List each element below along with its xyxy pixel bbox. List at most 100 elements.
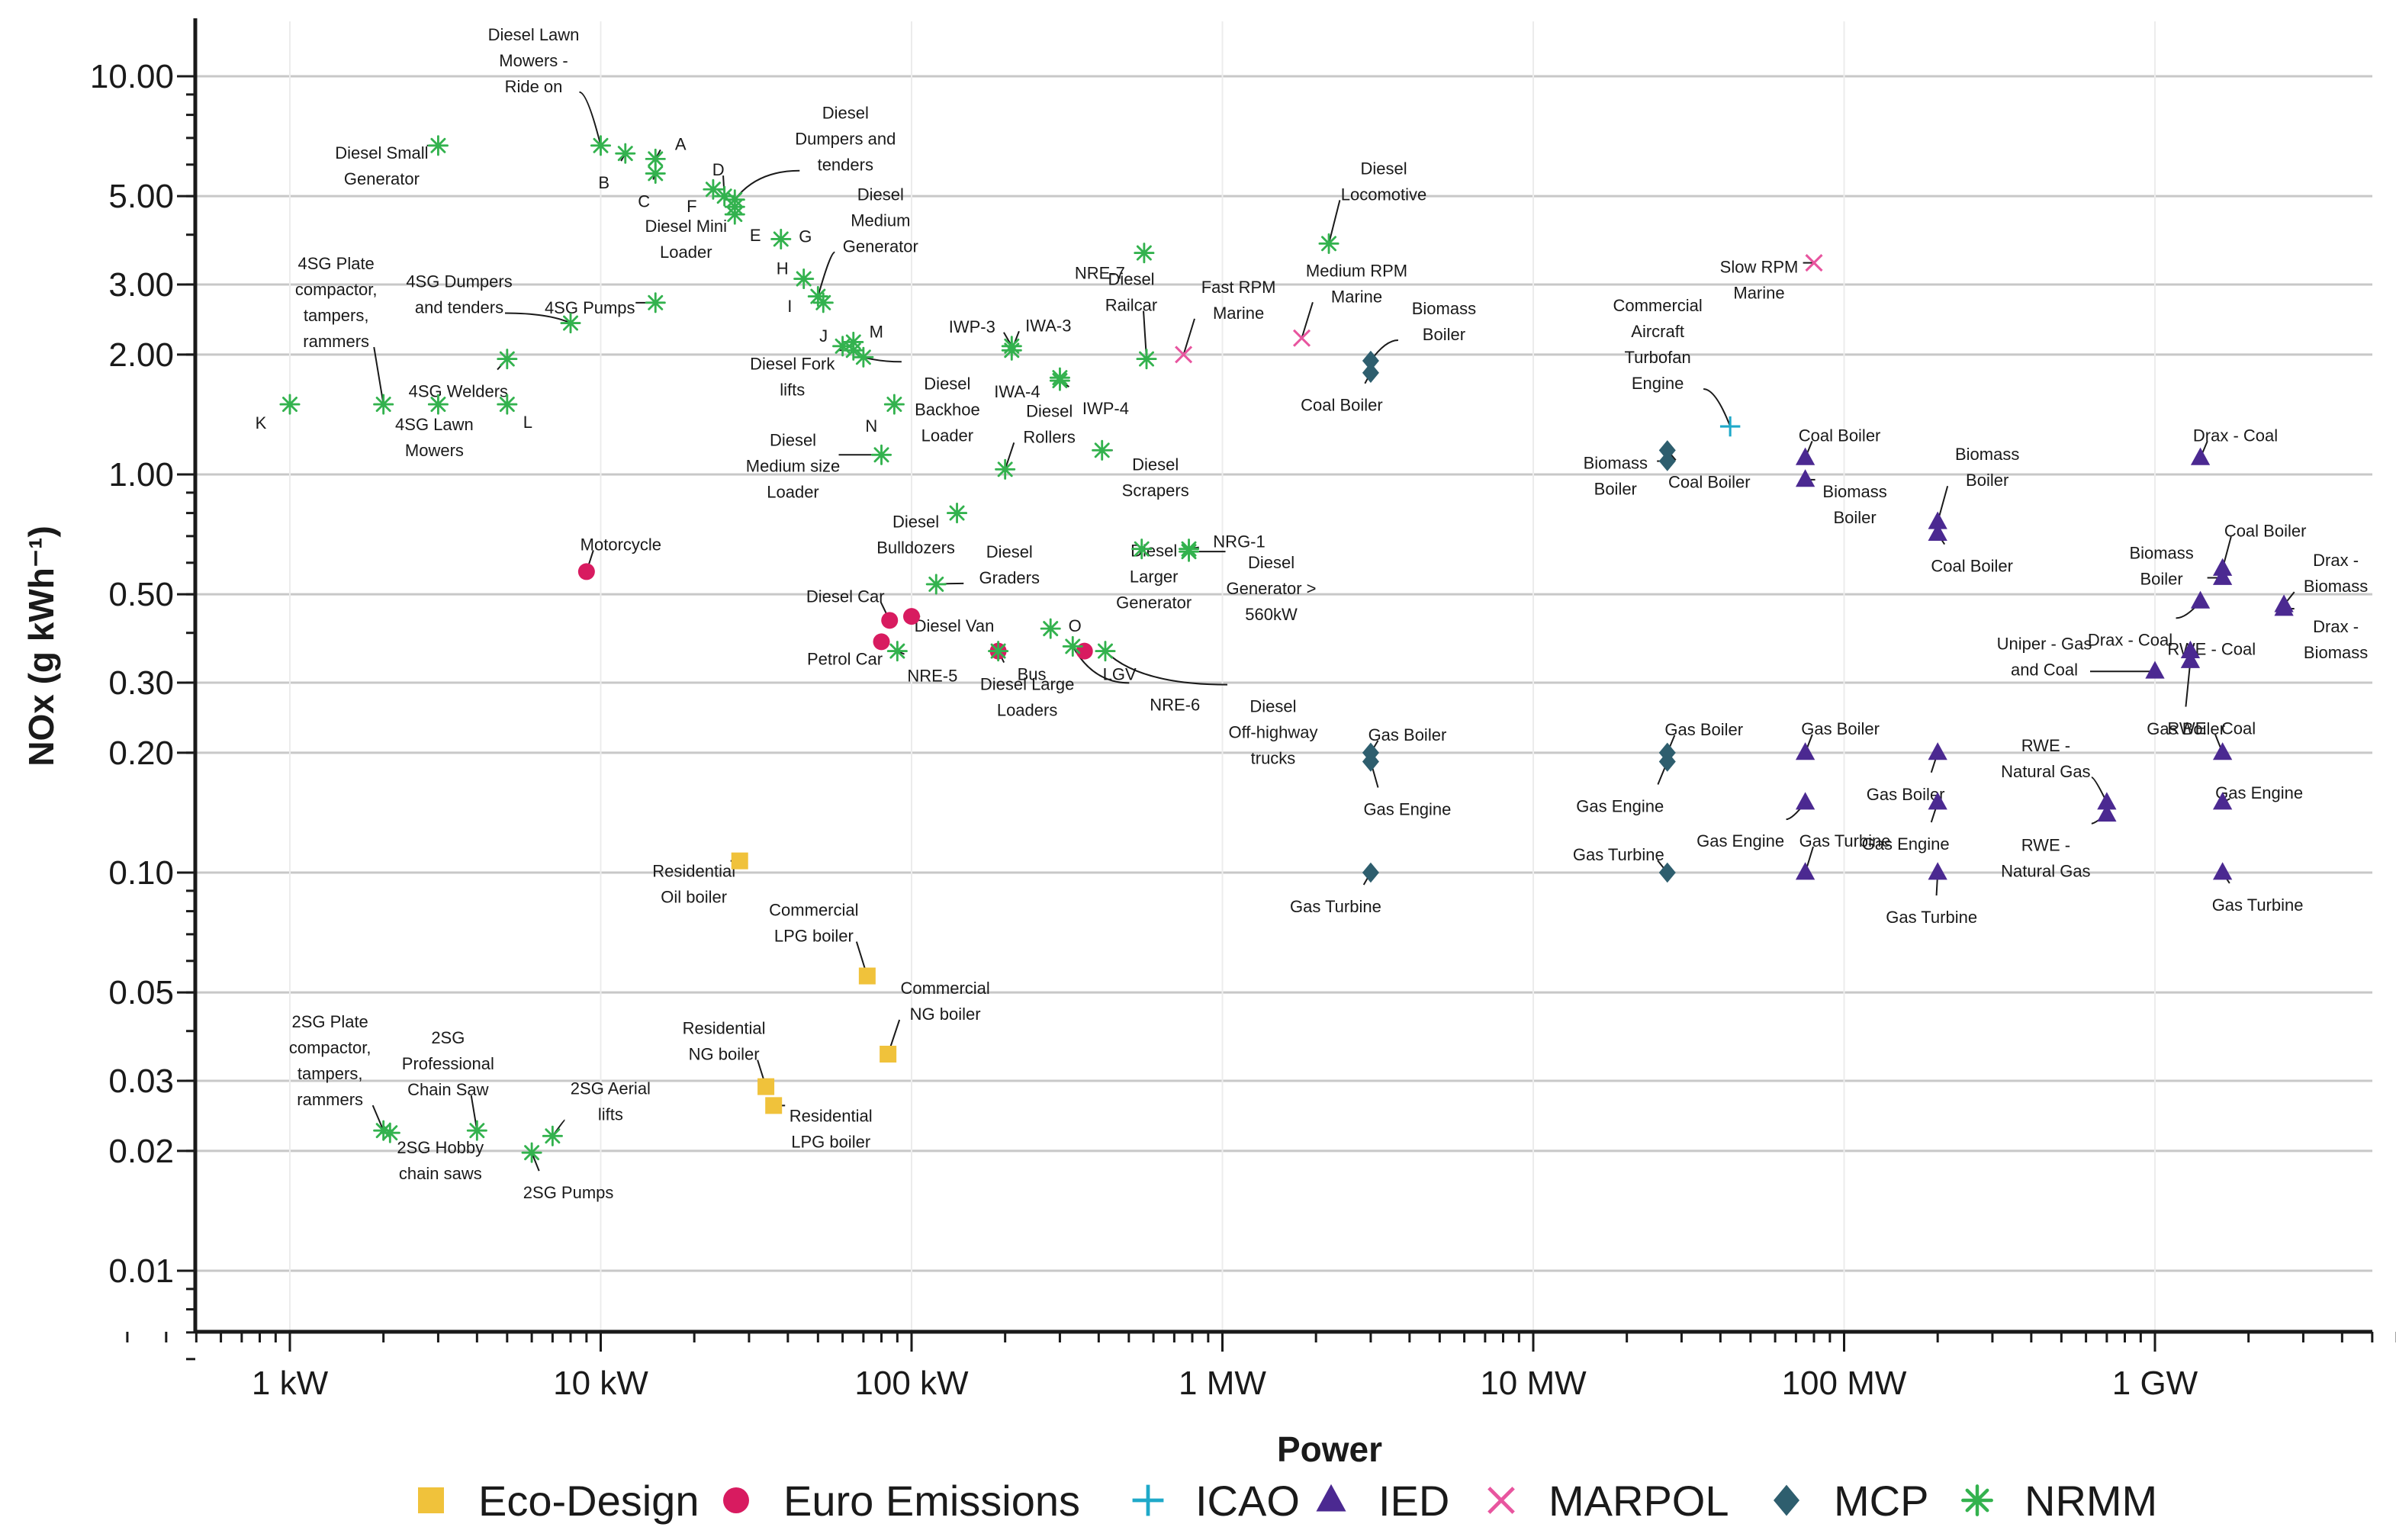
label-leader	[531, 1152, 540, 1172]
data-point	[2145, 661, 2165, 679]
data-point	[466, 1120, 487, 1141]
point-label: IWP-4	[1082, 399, 1129, 418]
point-label-line: RWE - Coal	[2167, 719, 2256, 738]
data-point	[1928, 742, 1947, 760]
x-tick-label: 1 GW	[2112, 1365, 2198, 1402]
point-label-line: I	[787, 297, 792, 316]
point-label: Gas Turbine	[1573, 845, 1664, 864]
data-point	[1062, 635, 1083, 657]
point-label-line: Commercial	[769, 901, 858, 920]
point-label-line: 2SG Pumps	[523, 1183, 614, 1202]
point-label-line: Off-highway	[1228, 723, 1317, 742]
point-label: Gas Turbine	[1886, 908, 1977, 927]
data-point	[1795, 447, 1815, 465]
point-label: RWE - Natural Gas	[2001, 736, 2090, 781]
point-label: NRE-5	[907, 667, 957, 686]
point-label: M	[870, 322, 883, 341]
point-label-line: Biomass	[2304, 577, 2368, 596]
point-label-line: Loader	[767, 482, 819, 501]
data-point	[1175, 346, 1193, 364]
point-label-line: IWP-4	[1082, 399, 1129, 418]
series-marpol	[1175, 254, 1823, 364]
point-label: Gas Engine	[2215, 783, 2303, 802]
point-label-line: lifts	[598, 1104, 623, 1124]
point-label-line: IWA-3	[1025, 316, 1071, 335]
point-label: J	[819, 326, 828, 346]
point-label: Gas Engine	[1363, 799, 1451, 818]
data-point	[1658, 862, 1676, 883]
data-point	[714, 185, 735, 207]
label-leader	[1703, 388, 1732, 427]
label-leader	[1328, 200, 1341, 244]
data-point	[1095, 641, 1116, 662]
data-point	[880, 1045, 897, 1063]
point-label-line: Bulldozers	[876, 539, 955, 558]
point-label: I	[787, 297, 792, 316]
point-label: H	[777, 259, 789, 278]
y-tick-label: 0.02	[108, 1133, 174, 1170]
point-label-line: Graders	[979, 568, 1040, 587]
point-label-line: Motorcycle	[581, 535, 661, 554]
legend: Eco-Design Euro Emissions ICAO IED MARPOL MCP…	[418, 1477, 2157, 1525]
point-label: Medium RPM Marine	[1306, 261, 1407, 306]
point-label: 2SG Pumps	[523, 1183, 614, 1202]
point-label-line: Boiler	[1833, 508, 1876, 527]
data-point	[645, 148, 666, 169]
y-tick-label: 2.00	[108, 336, 174, 374]
point-label: 4SG Lawn Mowers	[395, 415, 474, 460]
point-label-line: Diesel	[770, 430, 816, 449]
point-label-line: NRE-5	[907, 667, 957, 686]
point-label: Diesel Scrapers	[1122, 455, 1189, 500]
point-label-line: Gas Engine	[1363, 799, 1451, 818]
point-label-line: Residential	[790, 1106, 873, 1125]
data-point	[947, 503, 968, 524]
point-label: Gas Turbine	[1290, 897, 1381, 916]
point-label-line: Diesel	[924, 374, 970, 393]
point-label: Diesel Lawn Mowers - Ride on	[488, 25, 580, 96]
point-label: Gas Boiler	[2147, 719, 2225, 738]
point-label-line: LGV	[1103, 665, 1137, 684]
point-label: Petrol Car	[807, 649, 883, 668]
point-label-line: Locomotive	[1341, 185, 1427, 204]
point-label-line: Diesel	[1026, 401, 1073, 420]
data-point	[1318, 233, 1340, 254]
point-label-line: Boiler	[1594, 480, 1637, 499]
point-label-line: Generator	[843, 237, 918, 256]
point-label-line: Commercial	[1613, 296, 1702, 315]
gridlines	[195, 21, 2372, 1332]
point-label: 2SG Hobby chain saws	[397, 1138, 484, 1183]
point-label-line: Diesel Mini	[645, 217, 727, 236]
legend-label: MCP	[1834, 1477, 1928, 1525]
point-label: 2SG Plate compactor, tampers, rammers	[289, 1012, 371, 1109]
point-label-line: A	[675, 134, 687, 153]
data-point	[903, 608, 920, 625]
point-label: Gas Boiler	[1867, 785, 1945, 804]
label-leader	[2185, 661, 2192, 707]
point-label: Diesel Rollers	[1023, 401, 1075, 446]
legend-marker	[1132, 1484, 1164, 1516]
legend-item: NRMM	[1961, 1477, 2157, 1525]
point-label: 2SG Aerial lifts	[571, 1079, 651, 1124]
point-label: NRE-7	[1075, 264, 1125, 283]
point-label: Coal Boiler	[1668, 472, 1751, 491]
point-label: Biomass Boiler	[2129, 544, 2193, 589]
point-label-line: Drax - Coal	[2193, 426, 2278, 445]
data-point	[1719, 416, 1741, 437]
point-label: Coal Boiler	[1931, 557, 2013, 576]
data-point	[881, 612, 899, 629]
data-point	[645, 292, 666, 313]
axes	[193, 18, 2372, 1334]
data-point	[1134, 243, 1155, 264]
point-label-line: Diesel	[1248, 553, 1294, 572]
data-point	[870, 444, 892, 465]
data-point	[1292, 329, 1311, 347]
point-label-line: lifts	[780, 380, 805, 399]
x-tick-label: 10 MW	[1480, 1365, 1587, 1402]
point-label-line: tenders	[818, 156, 873, 175]
point-label-line: 4SG Plate	[298, 254, 375, 273]
point-label-line: NRE-7	[1075, 264, 1125, 283]
point-label: Residential Oil boiler	[652, 862, 735, 907]
data-point	[427, 135, 449, 156]
data-point	[2212, 567, 2233, 585]
label-leader	[1105, 650, 1227, 686]
